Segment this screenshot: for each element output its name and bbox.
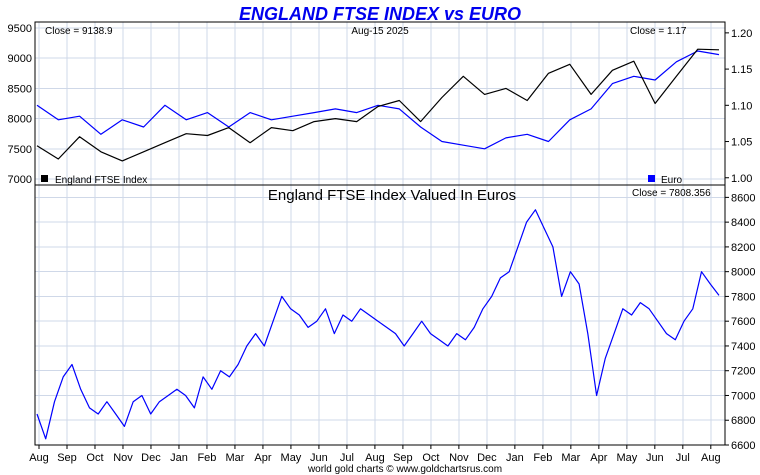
bottom-panel-grid — [35, 185, 725, 446]
top-right-axis: 1.00 1.05 1.10 1.15 1.20 — [725, 28, 752, 185]
euro-line — [36, 50, 720, 150]
bottom-right-tick-label: 8000 — [731, 267, 755, 279]
top-left-tick-label: 9000 — [8, 53, 32, 65]
top-left-tick-label: 7500 — [8, 144, 32, 156]
x-axis: Aug Sep Oct Nov Dec Jan Feb Mar Apr May Jun Jul Aug S… — [29, 445, 721, 464]
x-tick-label: Sep — [57, 452, 77, 464]
x-tick-label: Jan — [170, 452, 188, 464]
ftse-in-euros-line — [36, 209, 720, 440]
x-tick-label: Dec — [141, 452, 161, 464]
bottom-right-axis: 6600 6800 7000 7200 7400 7600 7800 8000 8200 8400… — [725, 192, 755, 452]
top-right-tick-label: 1.05 — [731, 137, 752, 149]
bottom-right-tick-label: 7600 — [731, 316, 755, 328]
x-tick-label: Jun — [310, 452, 328, 464]
top-left-tick-label: 9500 — [8, 23, 32, 35]
x-tick-label: Jul — [340, 452, 354, 464]
bottom-panel-title: England FTSE Index Valued In Euros — [268, 187, 516, 204]
ftse-legend-swatch — [41, 175, 48, 182]
top-panel-frame — [34, 21, 726, 186]
x-tick-label: Aug — [365, 452, 385, 464]
euro-close-label: Close = 1.17 — [630, 26, 687, 37]
bottom-right-tick-label: 6600 — [731, 440, 755, 452]
x-tick-label: Jan — [506, 452, 524, 464]
ftse-line — [36, 48, 720, 162]
euro-legend-swatch — [648, 175, 655, 182]
bottom-right-tick-label: 7200 — [731, 366, 755, 378]
x-tick-label: Oct — [86, 452, 103, 464]
valued-close-label: Close = 7808.356 — [632, 188, 711, 199]
euro-legend-label: Euro — [661, 175, 683, 186]
bottom-right-tick-label: 8400 — [731, 217, 755, 229]
x-tick-label: Aug — [701, 452, 721, 464]
ftse-legend-label: England FTSE Index — [55, 175, 147, 186]
top-right-tick-label: 1.20 — [731, 28, 752, 40]
top-right-tick-label: 1.15 — [731, 64, 752, 76]
x-tick-label: Nov — [449, 452, 469, 464]
x-tick-label: Jul — [676, 452, 690, 464]
top-right-tick-label: 1.00 — [731, 173, 752, 185]
x-tick-label: Feb — [197, 452, 216, 464]
ftse-close-label: Close = 9138.9 — [45, 26, 113, 37]
chart-title: ENGLAND FTSE INDEX vs EURO — [239, 4, 521, 24]
x-tick-label: Feb — [533, 452, 552, 464]
bottom-panel-series — [36, 209, 720, 440]
top-left-tick-label: 7000 — [8, 174, 32, 186]
bottom-right-tick-label: 7800 — [731, 291, 755, 303]
bottom-right-tick-label: 8200 — [731, 242, 755, 254]
x-tick-label: Nov — [113, 452, 133, 464]
x-tick-label: May — [616, 452, 637, 464]
x-tick-label: Oct — [422, 452, 439, 464]
top-left-tick-label: 8000 — [8, 114, 32, 126]
x-tick-label: Mar — [561, 452, 580, 464]
top-left-axis: 7000 7500 8000 8500 9000 9500 — [8, 23, 32, 186]
bottom-right-tick-label: 7000 — [731, 390, 755, 402]
bottom-right-tick-label: 6800 — [731, 415, 755, 427]
x-tick-label: Mar — [225, 452, 244, 464]
date-label: Aug-15 2025 — [351, 26, 409, 37]
bottom-right-tick-label: 7400 — [731, 341, 755, 353]
top-right-tick-label: 1.10 — [731, 100, 752, 112]
top-panel-grid — [35, 22, 725, 185]
x-tick-label: Jun — [646, 452, 664, 464]
top-left-tick-label: 8500 — [8, 83, 32, 95]
x-tick-label: Dec — [477, 452, 497, 464]
footer-credit: world gold charts © www.goldchartsrus.co… — [307, 464, 502, 475]
bottom-panel-frame — [34, 184, 726, 446]
x-tick-label: Apr — [590, 452, 607, 464]
bottom-right-tick-label: 8600 — [731, 192, 755, 204]
x-tick-label: Sep — [393, 452, 413, 464]
x-tick-label: Aug — [29, 452, 49, 464]
x-tick-label: May — [281, 452, 302, 464]
x-tick-label: Apr — [254, 452, 271, 464]
top-panel-series — [36, 48, 720, 162]
